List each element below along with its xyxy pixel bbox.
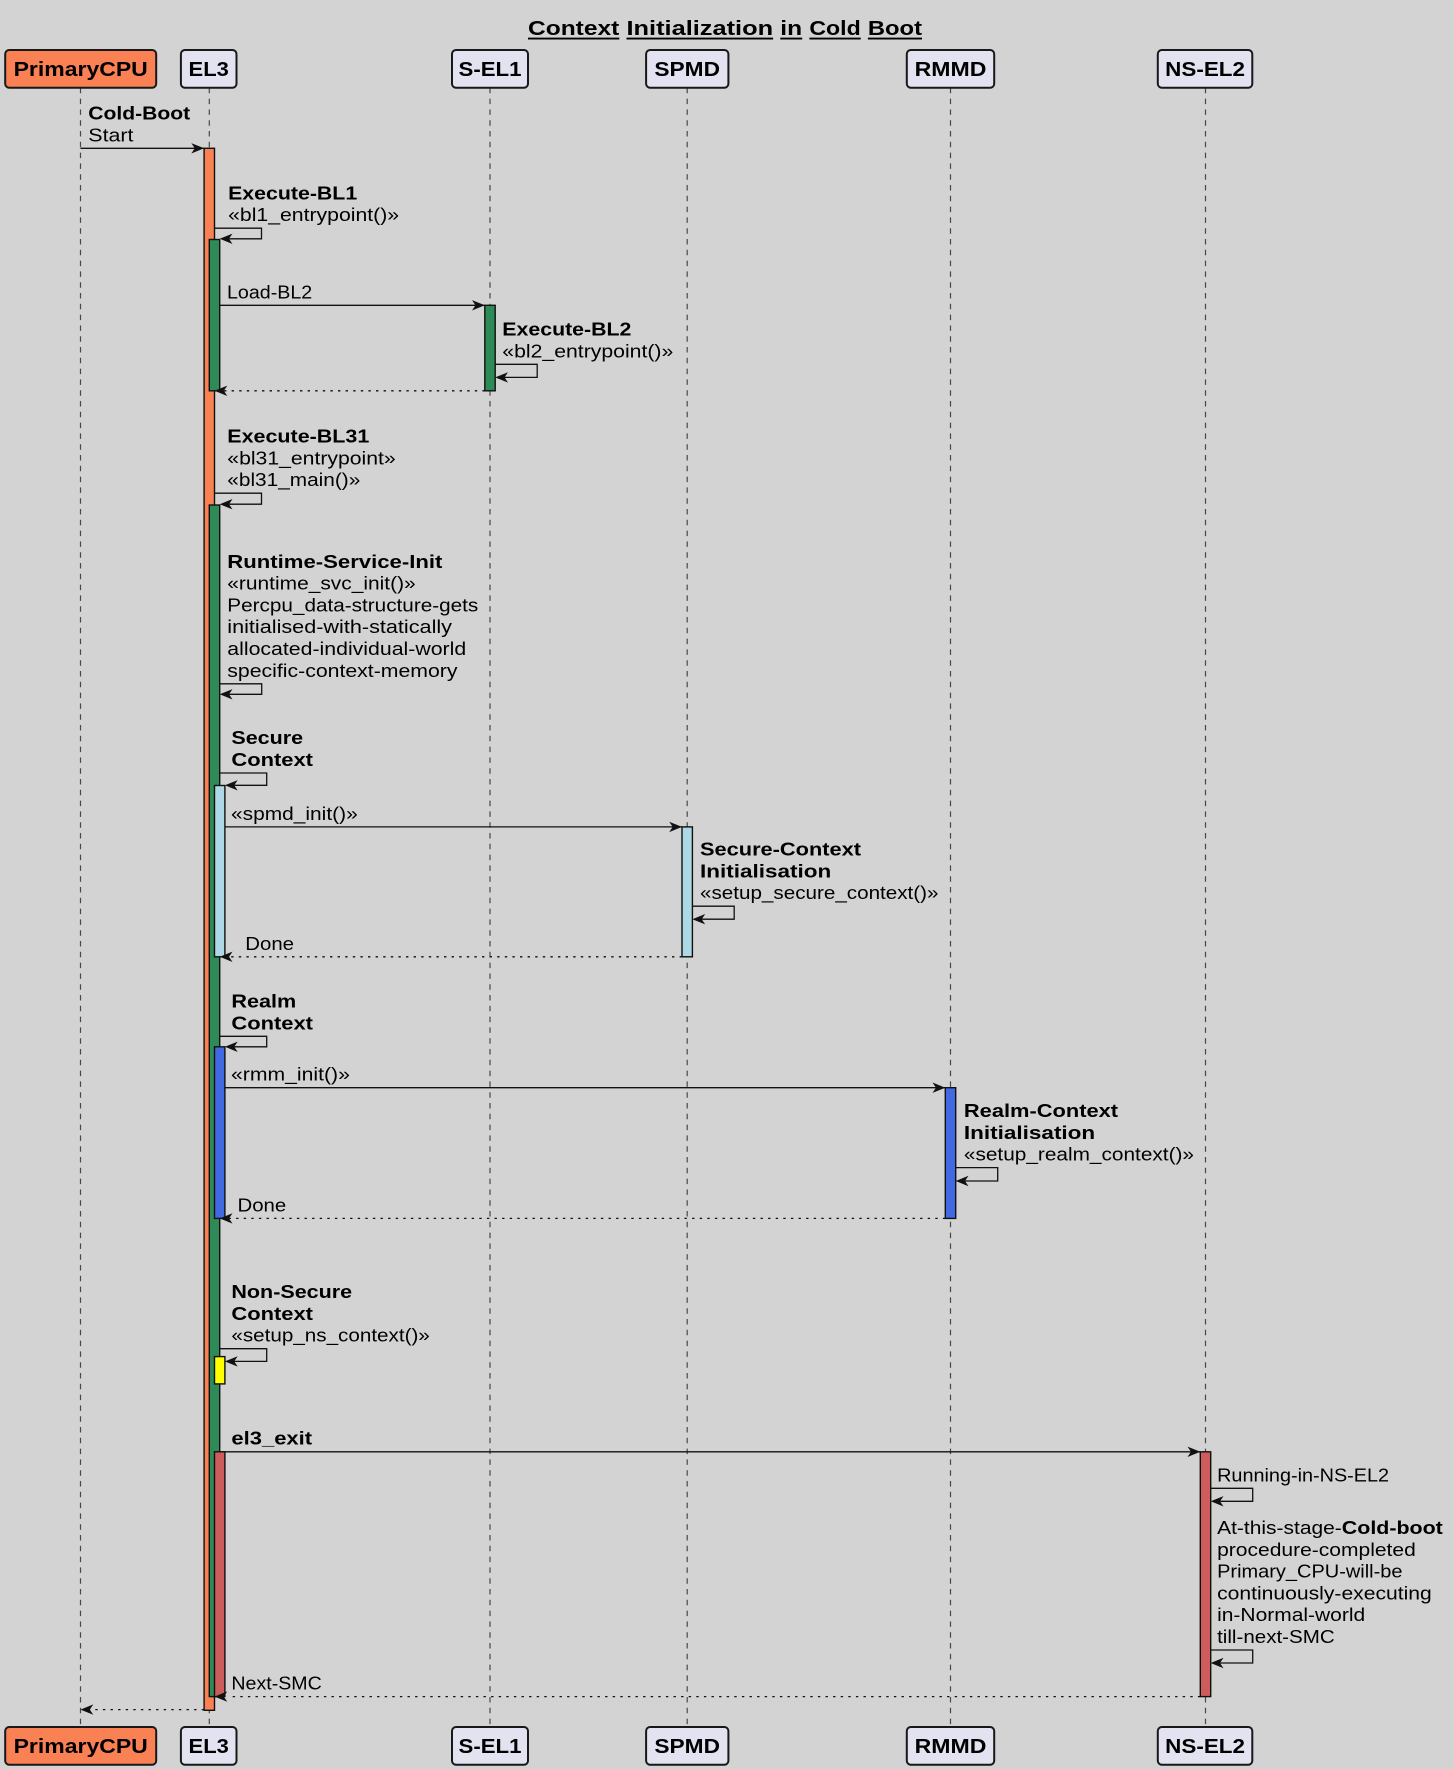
svg-text:NS-EL2: NS-EL2 xyxy=(1165,59,1245,81)
svg-text:«bl2_entrypoint()»: «bl2_entrypoint()» xyxy=(502,340,673,362)
svg-text:«runtime_svc_init()»: «runtime_svc_init()» xyxy=(227,573,415,595)
svg-text:SPMD: SPMD xyxy=(654,1736,720,1758)
svg-text:Boot: Boot xyxy=(868,17,922,40)
svg-text:«rmm_init()»: «rmm_init()» xyxy=(231,1064,350,1086)
svg-text:Secure: Secure xyxy=(231,727,303,748)
svg-text:SPMD: SPMD xyxy=(654,59,720,81)
svg-text:PrimaryCPU: PrimaryCPU xyxy=(14,59,148,81)
svg-text:el3_exit: el3_exit xyxy=(231,1427,312,1448)
svg-text:RMMD: RMMD xyxy=(915,59,987,81)
svg-text:Realm-Context: Realm-Context xyxy=(964,1100,1118,1121)
svg-text:Start: Start xyxy=(88,124,133,145)
svg-text:EL3: EL3 xyxy=(189,1736,229,1758)
svg-text:initialised-with-statically: initialised-with-statically xyxy=(227,616,453,637)
svg-text:Initialization: Initialization xyxy=(627,17,774,40)
svg-text:Context: Context xyxy=(231,1012,313,1033)
svg-text:«setup_ns_context()»: «setup_ns_context()» xyxy=(231,1325,429,1347)
svg-text:«bl31_entrypoint»: «bl31_entrypoint» xyxy=(227,447,395,469)
svg-text:EL3: EL3 xyxy=(189,59,229,81)
svg-text:Cold-boot: Cold-boot xyxy=(1342,1517,1443,1538)
svg-text:Percpu_data-structure-gets: Percpu_data-structure-gets xyxy=(227,594,478,616)
svg-text:Secure-Context: Secure-Context xyxy=(700,839,861,860)
svg-text:PrimaryCPU: PrimaryCPU xyxy=(14,1736,148,1758)
svg-text:«setup_secure_context()»: «setup_secure_context()» xyxy=(700,882,939,904)
svg-text:Running-in-NS-EL2: Running-in-NS-EL2 xyxy=(1217,1464,1389,1485)
svg-text:RMMD: RMMD xyxy=(915,1736,987,1758)
svg-text:At-this-stage-: At-this-stage- xyxy=(1217,1517,1342,1538)
svg-text:Execute-BL1: Execute-BL1 xyxy=(228,182,357,203)
svg-text:Context: Context xyxy=(528,17,619,40)
svg-text:Load-BL2: Load-BL2 xyxy=(227,281,312,302)
svg-text:allocated-individual-world: allocated-individual-world xyxy=(227,638,466,659)
svg-text:NS-EL2: NS-EL2 xyxy=(1165,1736,1245,1758)
svg-text:Done: Done xyxy=(245,933,294,954)
svg-text:Realm: Realm xyxy=(231,991,296,1012)
svg-text:S-EL1: S-EL1 xyxy=(459,1736,522,1758)
svg-text:«bl1_entrypoint()»: «bl1_entrypoint()» xyxy=(228,204,399,226)
svg-text:Context: Context xyxy=(231,749,313,770)
svg-text:Done: Done xyxy=(238,1194,287,1215)
svg-text:«spmd_init()»: «spmd_init()» xyxy=(231,803,358,825)
svg-text:Runtime-Service-Init: Runtime-Service-Init xyxy=(227,551,442,572)
svg-text:Initialisation: Initialisation xyxy=(964,1122,1095,1143)
svg-text:specific-context-memory: specific-context-memory xyxy=(227,660,458,681)
svg-text:Cold: Cold xyxy=(809,17,860,40)
svg-text:in: in xyxy=(780,17,802,40)
svg-text:Primary_CPU-will-be: Primary_CPU-will-be xyxy=(1217,1561,1402,1583)
svg-text:Cold-Boot: Cold-Boot xyxy=(88,103,190,124)
svg-text:in-Normal-world: in-Normal-world xyxy=(1217,1604,1365,1625)
svg-text:Execute-BL31: Execute-BL31 xyxy=(227,426,369,447)
svg-text:Non-Secure: Non-Secure xyxy=(231,1281,352,1302)
svg-text:continuously-executing: continuously-executing xyxy=(1217,1582,1432,1603)
svg-text:«bl31_main()»: «bl31_main()» xyxy=(227,469,360,491)
svg-text:«setup_realm_context()»: «setup_realm_context()» xyxy=(964,1144,1194,1166)
svg-text:Initialisation: Initialisation xyxy=(700,860,831,881)
svg-text:Execute-BL2: Execute-BL2 xyxy=(502,319,631,340)
svg-text:till-next-SMC: till-next-SMC xyxy=(1217,1626,1335,1647)
svg-text:S-EL1: S-EL1 xyxy=(459,59,522,81)
svg-text:Context: Context xyxy=(231,1303,313,1324)
svg-text:procedure-completed: procedure-completed xyxy=(1217,1539,1416,1560)
svg-text:Next-SMC: Next-SMC xyxy=(231,1673,321,1694)
